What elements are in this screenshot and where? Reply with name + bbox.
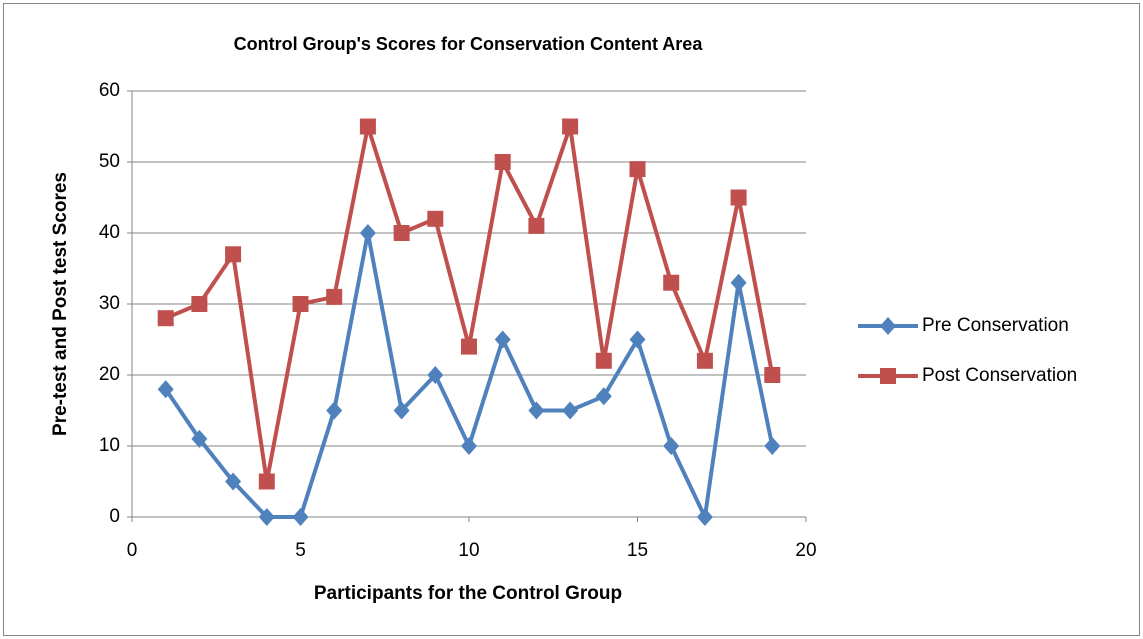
marker <box>730 189 747 206</box>
x-tick-label: 5 <box>295 540 306 561</box>
marker <box>326 288 343 305</box>
marker <box>359 118 376 135</box>
legend-label: Post Conservation <box>922 365 1077 386</box>
y-tick-label: 20 <box>99 364 120 385</box>
y-tick-label: 10 <box>99 435 120 456</box>
legend-label: Pre Conservation <box>922 315 1069 336</box>
chart-border <box>3 3 1140 636</box>
marker <box>191 296 208 312</box>
marker <box>880 317 896 335</box>
marker <box>764 437 781 455</box>
legend-item: Post Conservation <box>858 365 1077 386</box>
marker <box>696 352 713 369</box>
marker <box>494 154 511 170</box>
x-tick-label: 10 <box>458 540 479 561</box>
marker <box>427 366 444 384</box>
marker <box>393 401 410 420</box>
y-tick-label: 50 <box>99 151 120 172</box>
x-tick-label: 20 <box>795 540 816 561</box>
marker <box>461 338 477 355</box>
marker <box>191 429 208 448</box>
x-axis-title: Participants for the Control Group <box>314 583 622 604</box>
marker <box>764 367 781 383</box>
marker <box>696 508 713 526</box>
y-tick-label: 0 <box>109 506 120 527</box>
marker <box>494 330 511 349</box>
marker <box>427 210 444 227</box>
x-tick-label: 15 <box>627 540 648 561</box>
marker <box>157 310 174 327</box>
marker <box>225 472 242 491</box>
marker <box>562 401 579 420</box>
y-axis-title: Pre-test and Post test Scores <box>50 172 71 436</box>
marker <box>880 368 896 384</box>
marker <box>359 224 376 242</box>
marker <box>595 387 612 406</box>
marker <box>292 296 309 312</box>
marker <box>292 508 309 526</box>
marker <box>663 274 680 291</box>
marker <box>258 473 275 490</box>
legend-item: Pre Conservation <box>858 315 1069 336</box>
marker <box>730 273 747 292</box>
x-tick-label: 0 <box>127 540 138 561</box>
marker <box>326 401 343 420</box>
marker <box>461 437 477 455</box>
marker <box>528 401 545 420</box>
y-tick-label: 40 <box>99 222 120 243</box>
marker <box>393 225 410 241</box>
marker <box>258 508 275 526</box>
y-tick-label: 60 <box>99 80 120 101</box>
marker <box>157 380 174 399</box>
marker <box>562 118 579 135</box>
marker <box>629 161 646 178</box>
chart-title: Control Group's Scores for Conservation … <box>234 34 704 54</box>
marker <box>629 330 646 349</box>
marker <box>225 246 242 263</box>
marker <box>595 352 612 369</box>
marker <box>528 217 545 234</box>
marker <box>663 437 680 455</box>
y-tick-label: 30 <box>99 293 120 314</box>
